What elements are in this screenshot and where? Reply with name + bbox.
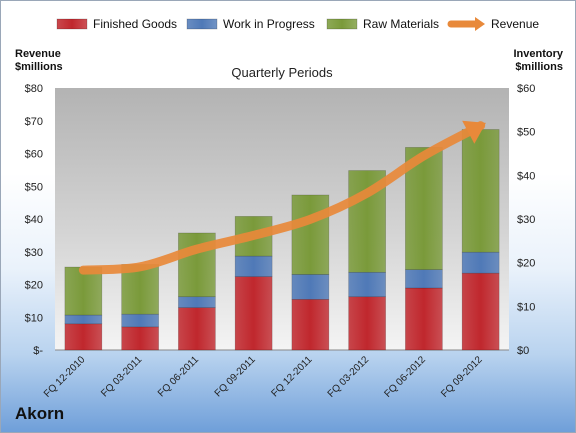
x-tick-label: FQ 03-2011 [99, 354, 144, 399]
left-tick-label: $30 [25, 247, 43, 259]
right-tick-label: $30 [517, 214, 535, 226]
right-tick-label: $60 [517, 83, 535, 95]
bar-raw-materials [291, 194, 330, 275]
x-tick-label: FQ 09-2012 [439, 354, 485, 400]
bar-work-in-progress [64, 314, 103, 325]
bar-raw-materials [64, 266, 103, 316]
bar-finished-goods [348, 296, 386, 351]
bar-work-in-progress [405, 269, 443, 289]
left-tick-label: $80 [25, 83, 43, 95]
bar-work-in-progress [291, 274, 330, 300]
bar-finished-goods [405, 287, 443, 351]
legend-label-raw-materials: Raw Materials [363, 17, 439, 31]
legend-label-work-in-progress: Work in Progress [223, 17, 315, 31]
left-tick-label: $40 [25, 214, 43, 226]
right-tick-label: $10 [517, 301, 535, 313]
legend-label-revenue: Revenue [491, 17, 539, 31]
x-tick-label: FQ 06-2012 [382, 354, 428, 400]
x-tick-label: FQ 12-2011 [270, 354, 315, 399]
left-tick-label: $50 [25, 181, 43, 193]
revenue-arrowhead [462, 120, 486, 144]
bar-finished-goods [291, 299, 330, 351]
bar-work-in-progress [461, 251, 500, 274]
chart-title: Quarterly Periods [231, 65, 333, 80]
legend-label-finished-goods: Finished Goods [93, 17, 177, 31]
bar-work-in-progress [348, 271, 386, 298]
right-tick-label: $40 [517, 170, 535, 182]
bar-finished-goods [234, 276, 273, 351]
bar-finished-goods [121, 326, 159, 351]
x-tick-label: FQ 09-2011 [213, 354, 258, 399]
bar-work-in-progress [234, 255, 273, 277]
left-axis-title: Revenue $millions [15, 48, 63, 73]
right-tick-label: $50 [517, 127, 535, 139]
bar-finished-goods [178, 307, 216, 351]
right-axis-title: Inventory $millions [513, 48, 563, 73]
bar-raw-materials [461, 129, 500, 253]
bar-work-in-progress [121, 313, 159, 328]
revenue-line [78, 121, 486, 275]
left-tick-label: $10 [25, 312, 43, 324]
bar-work-in-progress [178, 296, 216, 308]
legend-swatch-work-in-progress [186, 18, 218, 30]
legend-arrow-revenue [475, 17, 485, 31]
legend-swatch-raw-materials [326, 18, 358, 30]
company-name: Akorn [15, 404, 65, 423]
left-tick-label: $60 [25, 149, 43, 161]
left-tick-label: $70 [25, 116, 43, 128]
x-tick-label: FQ 12-2010 [42, 354, 88, 400]
x-tick-label: FQ 06-2011 [156, 354, 201, 399]
x-tick-label: FQ 03-2012 [326, 354, 372, 400]
right-tick-label: $0 [517, 345, 529, 357]
legend-swatch-finished-goods [56, 18, 88, 30]
bar-finished-goods [461, 272, 500, 351]
left-tick-label: $- [33, 345, 43, 357]
bar-finished-goods [64, 323, 103, 351]
left-tick-label: $20 [25, 280, 43, 292]
right-tick-label: $20 [517, 258, 535, 270]
